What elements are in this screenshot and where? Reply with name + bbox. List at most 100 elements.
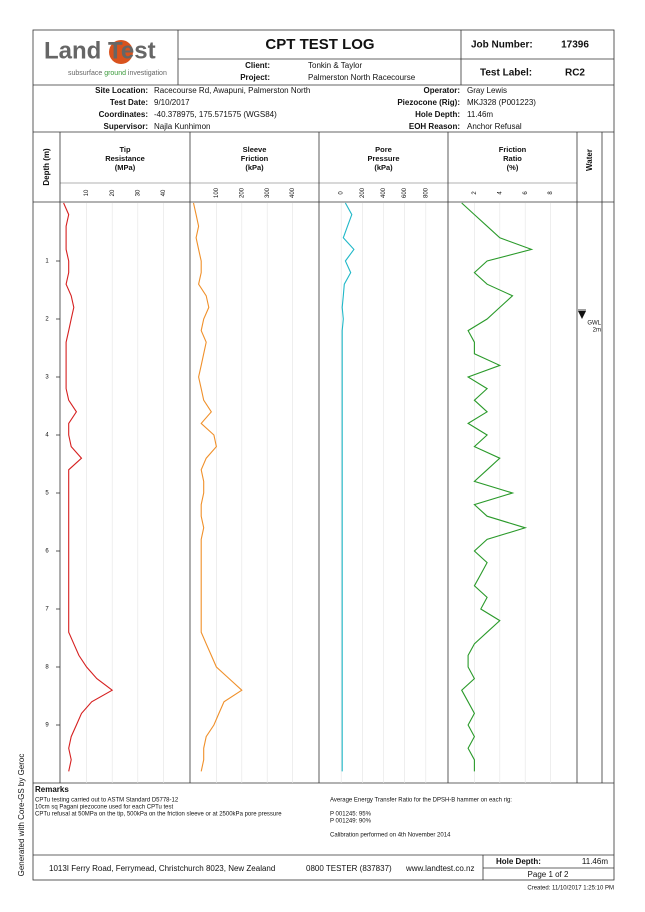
- label: Project:: [240, 73, 270, 82]
- info: Site Location: Racecourse Rd, Awapuni, Pa…: [95, 86, 536, 131]
- label: Hole Depth:: [415, 110, 460, 119]
- value: 9/10/2017: [154, 98, 190, 107]
- x-tick-label: 8: [548, 191, 554, 195]
- label: Site Location:: [95, 86, 148, 95]
- column-lines: [59, 132, 603, 783]
- logo-text: Land: [44, 37, 101, 64]
- value: MKJ328 (P001223): [467, 98, 536, 107]
- x-tick-label: 10: [84, 189, 90, 196]
- x-tick-label: 30: [135, 189, 141, 196]
- water-title: Water: [585, 149, 594, 171]
- value: Anchor Refusal: [467, 122, 522, 131]
- y-tick-label: 2: [45, 317, 49, 323]
- remark: Calibration performed on 4th November 20…: [330, 833, 451, 839]
- tagline: investigation: [126, 70, 167, 77]
- value: -40.378975, 175.571575 (WGS84): [154, 110, 277, 119]
- x-tick-label: 400: [381, 187, 387, 198]
- value: Racecourse Rd, Awapuni, Palmerston North: [154, 86, 310, 95]
- website: www.landtest.co.nz: [405, 864, 474, 873]
- logo: Land Test subsurface ground investigatio…: [44, 37, 167, 77]
- log-line: [192, 202, 243, 772]
- label: Operator:: [424, 86, 460, 95]
- label: Hole Depth:: [496, 857, 541, 866]
- x-tick-label: 0: [339, 191, 345, 195]
- created: Created: 11/10/2017 1:25:10 PM: [527, 886, 614, 892]
- log-line: [341, 202, 355, 772]
- x-tick-label: 600: [402, 187, 408, 198]
- label: Job Number:: [471, 40, 533, 51]
- frame: [32, 29, 615, 881]
- x-tick-label: 400: [290, 187, 296, 198]
- y-tick-label: 9: [45, 723, 49, 729]
- y-tick-label: 6: [45, 549, 49, 555]
- remark: 10cm sq Pagani piezocone used for each C…: [35, 805, 174, 811]
- y-tick-label: 1: [45, 259, 49, 265]
- x-tick-label: 20: [110, 189, 116, 196]
- remarks: CPTu testing carried out to ASTM Standar…: [35, 798, 512, 839]
- side-note: Generated with Core-GS by Geroc: [17, 754, 26, 877]
- x-tick-label: 40: [161, 189, 167, 196]
- x-tick-label: 4: [497, 191, 503, 195]
- y-tick-label: 3: [45, 375, 49, 381]
- remark: P 001249: 90%: [330, 819, 372, 825]
- value: Tonkin & Taylor: [308, 61, 362, 70]
- value: 11.46m: [582, 857, 608, 866]
- log-line: [63, 202, 114, 772]
- value: Gray Lewis: [467, 86, 507, 95]
- label: Supervisor:: [104, 122, 148, 131]
- label: Client:: [245, 61, 270, 70]
- logo-text: Test: [108, 37, 156, 64]
- y-tick-label: 7: [45, 607, 49, 613]
- track-title: Friction: [499, 145, 527, 154]
- remark: CPTu testing carried out to ASTM Standar…: [35, 798, 179, 804]
- log-line: [461, 202, 534, 772]
- track-title: (%): [507, 163, 519, 172]
- x-tick-label: 200: [239, 187, 245, 198]
- x-tick-label: 300: [265, 187, 271, 198]
- label: Coordinates:: [99, 110, 148, 119]
- remarks-title: Remarks: [35, 785, 69, 794]
- logo-circle: [109, 40, 133, 64]
- value: Palmerston North Racecourse: [308, 73, 416, 82]
- track-title: Pressure: [367, 154, 399, 163]
- track-title: Pore: [375, 145, 392, 154]
- track-title: Friction: [241, 154, 269, 163]
- track-title: Resistance: [105, 154, 145, 163]
- value: RC2: [565, 68, 585, 79]
- x-tick-label: 800: [423, 187, 429, 198]
- phone: 0800 TESTER (837837): [306, 864, 392, 873]
- label: Test Label:: [480, 68, 532, 79]
- label: Piezocone (Rig):: [397, 98, 460, 107]
- gwl-marker: [578, 311, 586, 319]
- track-title: (kPa): [374, 163, 393, 172]
- page-number: Page 1 of 2: [528, 870, 569, 879]
- remark: P 001245: 95%: [330, 812, 372, 818]
- gwl-depth: 2m: [593, 328, 601, 334]
- value: 17396: [561, 40, 589, 51]
- tagline: subsurface: [68, 70, 104, 77]
- x-tick-label: 100: [214, 187, 220, 198]
- y-tick-label: 5: [45, 491, 49, 497]
- y-tick-label: 4: [45, 433, 49, 439]
- value: 11.46m: [467, 110, 493, 119]
- label: EOH Reason:: [409, 122, 460, 131]
- x-tick-label: 200: [360, 187, 366, 198]
- track-title: Tip: [119, 145, 131, 154]
- value: Najla Kunhimon: [154, 122, 210, 131]
- logo-tagline: subsurface ground investigation: [68, 70, 167, 77]
- y-tick-label: 8: [45, 665, 49, 671]
- track-title: Ratio: [503, 154, 522, 163]
- track-title: Sleeve: [243, 145, 267, 154]
- title: CPT TEST LOG: [265, 36, 374, 53]
- x-tick-label: 6: [523, 191, 529, 195]
- remark: CPTu refusal at 50MPa on the tip, 500kPa…: [35, 812, 282, 818]
- depth-label: Depth (m): [42, 148, 51, 186]
- track-title: (kPa): [245, 163, 264, 172]
- remark: Average Energy Transfer Ratio for the DP…: [330, 798, 512, 804]
- x-tick-label: 2: [472, 191, 478, 195]
- track-title: (MPa): [115, 163, 136, 172]
- gwl-label: GWL: [587, 321, 601, 327]
- address: 1013I Ferry Road, Ferrymead, Christchurc…: [49, 864, 275, 873]
- tagline: ground: [104, 70, 126, 77]
